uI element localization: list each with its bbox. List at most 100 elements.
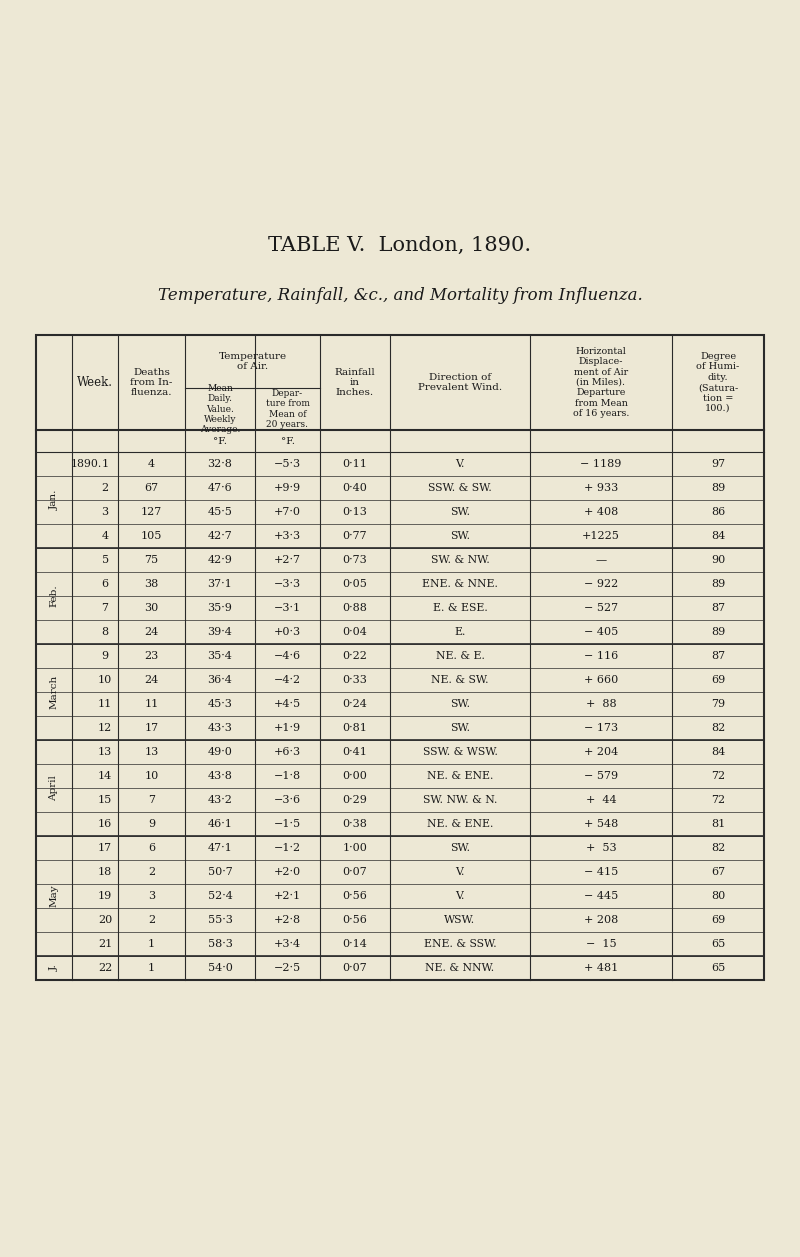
Text: − 922: − 922 [584,579,618,590]
Text: ENE. & NNE.: ENE. & NNE. [422,579,498,590]
Text: SW. NW. & N.: SW. NW. & N. [423,794,497,804]
Text: 0·88: 0·88 [342,603,367,613]
Text: 50·7: 50·7 [208,867,232,877]
Text: + 481: + 481 [584,963,618,973]
Text: 72: 72 [711,794,725,804]
Text: 0·22: 0·22 [342,651,367,661]
Text: 89: 89 [711,483,725,493]
Text: March: March [50,675,58,709]
Text: + 933: + 933 [584,483,618,493]
Text: 0·13: 0·13 [342,507,367,517]
Text: SW.: SW. [450,843,470,854]
Text: 2: 2 [102,483,109,493]
Text: —: — [595,556,606,564]
Text: 18: 18 [98,867,112,877]
Text: 1890.: 1890. [71,459,102,469]
Text: 127: 127 [141,507,162,517]
Text: Temperature, Rainfall, &c., and Mortality from Influenza.: Temperature, Rainfall, &c., and Mortalit… [158,287,642,303]
Text: −5·3: −5·3 [274,459,301,469]
Text: °F.: °F. [281,436,294,445]
Text: 0·04: 0·04 [342,627,367,637]
Text: 35·9: 35·9 [207,603,233,613]
Text: +6·3: +6·3 [274,747,301,757]
Text: 9: 9 [148,820,155,830]
Text: 2: 2 [148,867,155,877]
Text: +2·7: +2·7 [274,556,301,564]
Text: 5: 5 [102,556,109,564]
Text: 82: 82 [711,723,725,733]
Text: −3·6: −3·6 [274,794,301,804]
Text: −  15: − 15 [586,939,616,949]
Text: 43·8: 43·8 [207,771,233,781]
Text: +7·0: +7·0 [274,507,301,517]
Text: −2·5: −2·5 [274,963,301,973]
Text: 47·6: 47·6 [208,483,232,493]
Text: 82: 82 [711,843,725,854]
Text: 16: 16 [98,820,112,830]
Text: +  88: + 88 [586,699,616,709]
Text: °F.: °F. [213,436,227,445]
Text: Feb.: Feb. [50,585,58,607]
Text: 45·5: 45·5 [207,507,233,517]
Text: Deaths
from In-
fluenza.: Deaths from In- fluenza. [130,367,173,397]
Text: 0·14: 0·14 [342,939,367,949]
Text: 86: 86 [711,507,725,517]
Text: 8: 8 [102,627,109,637]
Text: 1: 1 [148,939,155,949]
Text: 65: 65 [711,963,725,973]
Text: 105: 105 [141,530,162,541]
Text: 6: 6 [148,843,155,854]
Text: 87: 87 [711,651,725,661]
Text: 1: 1 [148,963,155,973]
Text: +4·5: +4·5 [274,699,301,709]
Text: 20: 20 [98,915,112,925]
Text: SW.: SW. [450,699,470,709]
Text: 0·24: 0·24 [342,699,367,709]
Text: Jan.: Jan. [50,490,58,510]
Text: −3·3: −3·3 [274,579,301,590]
Text: 87: 87 [711,603,725,613]
Text: 97: 97 [711,459,725,469]
Text: + 408: + 408 [584,507,618,517]
Text: 67: 67 [711,867,725,877]
Text: +0·3: +0·3 [274,627,301,637]
Text: 84: 84 [711,747,725,757]
Text: 14: 14 [98,771,112,781]
Text: 24: 24 [144,627,158,637]
Text: 11: 11 [98,699,112,709]
Text: 45·3: 45·3 [207,699,233,709]
Text: 90: 90 [711,556,725,564]
Text: 42·7: 42·7 [208,530,232,541]
Text: 0·81: 0·81 [342,723,367,733]
Text: 52·4: 52·4 [207,891,233,901]
Text: May: May [50,885,58,908]
Text: 10: 10 [98,675,112,685]
Text: + 548: + 548 [584,820,618,830]
Text: +3·4: +3·4 [274,939,301,949]
Text: +2·1: +2·1 [274,891,301,901]
Text: 0·38: 0·38 [342,820,367,830]
Text: +  53: + 53 [586,843,616,854]
Text: 80: 80 [711,891,725,901]
Text: 17: 17 [98,843,112,854]
Text: 55·3: 55·3 [207,915,233,925]
Text: + 660: + 660 [584,675,618,685]
Text: 69: 69 [711,675,725,685]
Text: +2·8: +2·8 [274,915,301,925]
Text: 6: 6 [102,579,109,590]
Text: SW.: SW. [450,530,470,541]
Text: NE. & SW.: NE. & SW. [431,675,489,685]
Text: − 405: − 405 [584,627,618,637]
Text: 0·77: 0·77 [342,530,367,541]
Text: TABLE V.  London, 1890.: TABLE V. London, 1890. [269,235,531,254]
Text: 46·1: 46·1 [207,820,233,830]
Text: 0·56: 0·56 [342,915,367,925]
Text: 79: 79 [711,699,725,709]
Text: J.: J. [50,964,58,972]
Text: 24: 24 [144,675,158,685]
Text: 75: 75 [145,556,158,564]
Text: NE. & E.: NE. & E. [435,651,485,661]
Text: Mean
Daily.
Value.
Weekly
Average.: Mean Daily. Value. Weekly Average. [200,383,240,435]
Text: 12: 12 [98,723,112,733]
Text: 15: 15 [98,794,112,804]
